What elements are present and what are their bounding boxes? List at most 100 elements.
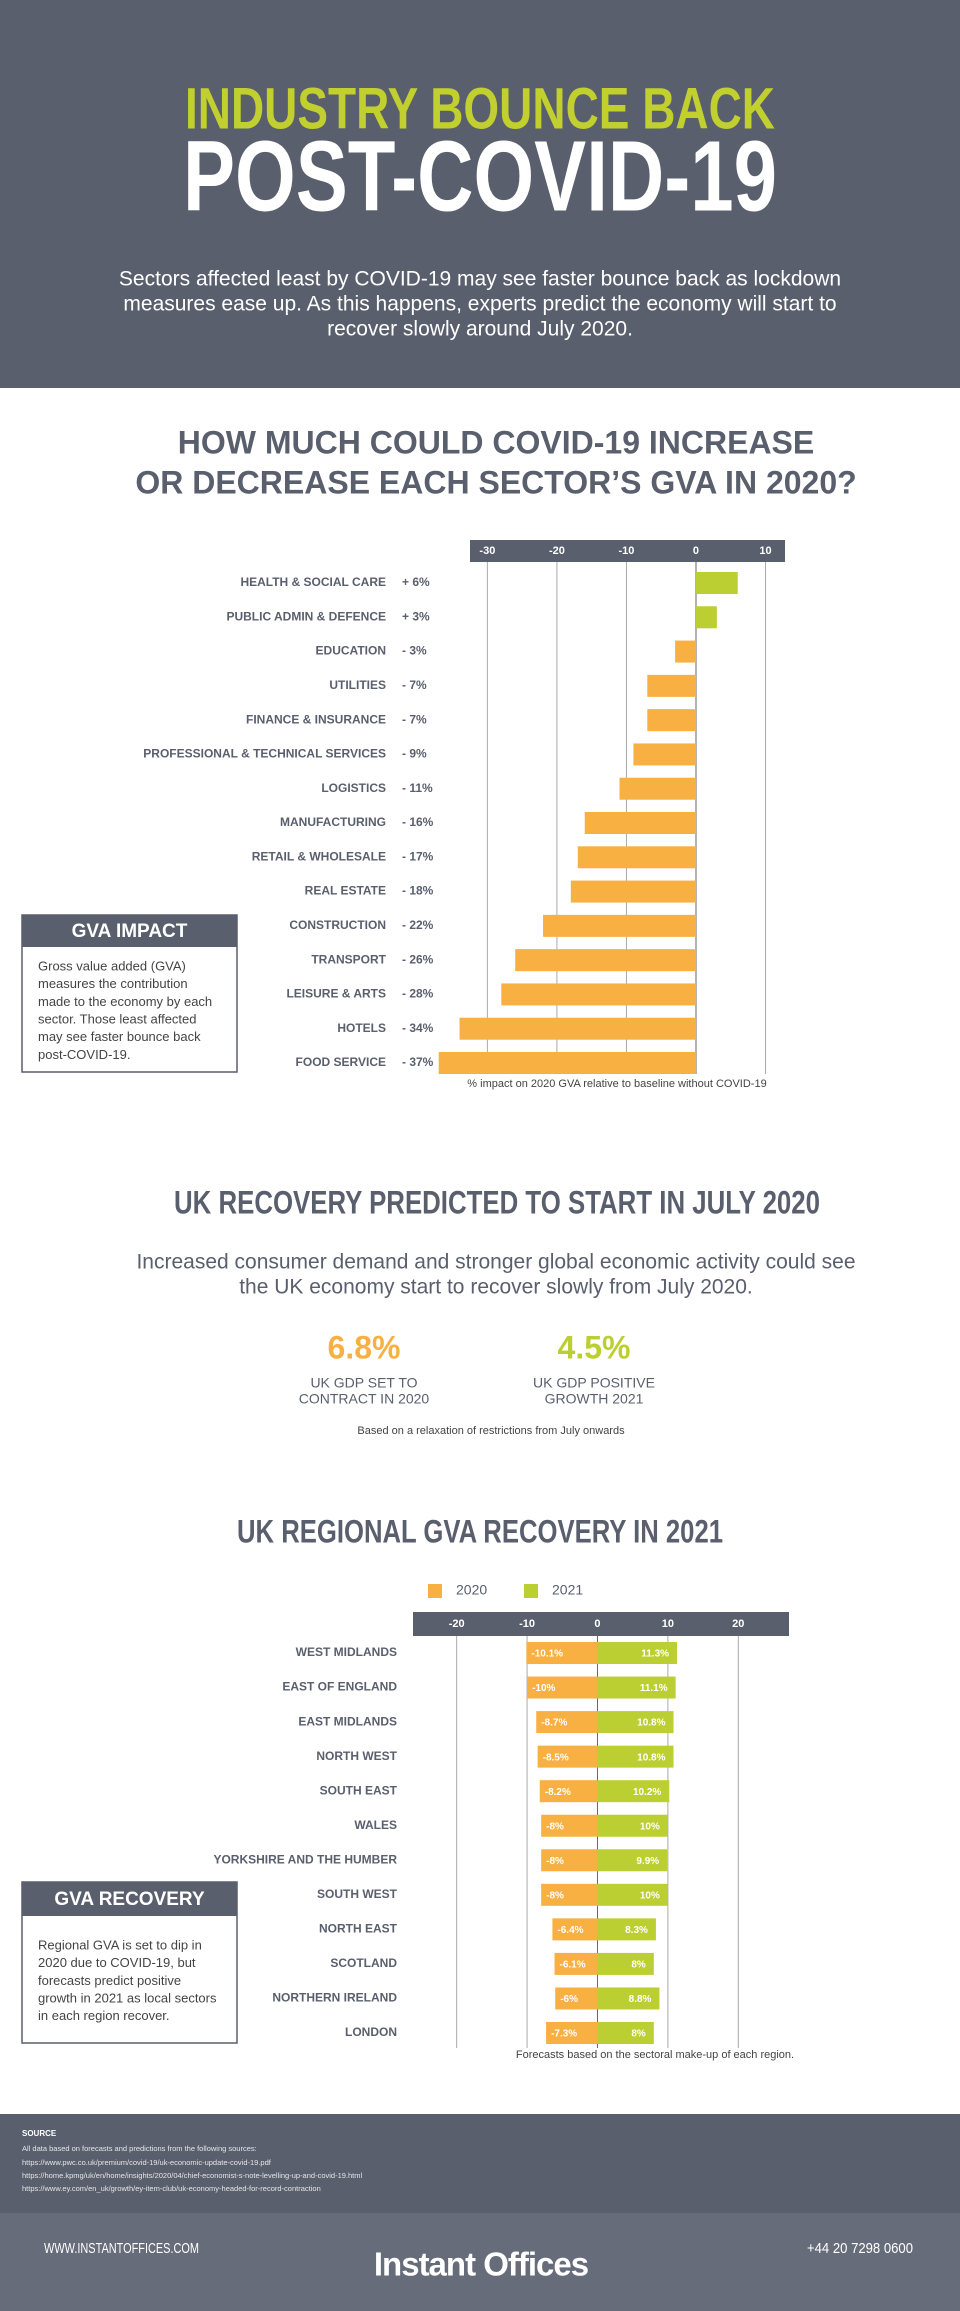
value-label: 8% [631,1960,646,1971]
footer-band [0,2213,960,2311]
category-label: LOGISTICS [321,781,386,795]
footer-website[interactable]: WWW.INSTANTOFFICES.COM [44,2240,199,2257]
category-label: LONDON [345,2025,397,2039]
category-label: SCOTLAND [330,1956,397,1970]
info-box-line: sector. Those least affected [38,1012,197,1027]
x-tick-label: -20 [549,545,565,557]
x-tick-label: 0 [693,545,699,557]
category-label: WEST MIDLANDS [296,1645,397,1659]
legend-swatch [524,1584,538,1598]
x-tick-label: -10 [619,545,635,557]
bar [597,1987,660,2010]
value-label: 11.3% [641,1649,669,1660]
value-label: -10.1% [531,1649,563,1660]
info-box-line: growth in 2021 as local sectors [38,1991,217,2006]
source-link[interactable]: https://www.pwc.co.uk/premium/covid-19/u… [22,2158,272,2167]
category-label: UTILITIES [329,678,386,692]
category-label: HOTELS [337,1021,386,1035]
category-label: NORTH WEST [316,1749,397,1763]
bar [597,1883,668,1906]
x-tick-label: -20 [449,1618,465,1630]
value-label: 8% [631,2029,646,2040]
section-title: UK REGIONAL GVA RECOVERY IN 2021 [237,1513,723,1549]
bar [552,1918,598,1941]
value-label: 10.8% [637,1752,665,1763]
value-label: 9.9% [636,1856,659,1867]
bar [695,606,717,629]
info-box-line: in each region recover. [38,2008,170,2023]
category-label: SOUTH EAST [320,1783,398,1797]
bar [539,1780,598,1803]
value-label: -8.2% [545,1787,571,1798]
bar [597,1711,674,1734]
intro-line: Sectors affected least by COVID-19 may s… [119,268,841,291]
x-axis-caption: % impact on 2020 GVA relative to baselin… [467,1078,766,1090]
source-intro: All data based on forecasts and predicti… [22,2144,257,2153]
value-label: - 22% [402,918,434,932]
bar [597,1918,656,1941]
value-label: -8% [546,1821,564,1832]
category-label: NORTH EAST [319,1922,398,1936]
bar [555,1987,598,2010]
category-label: HEALTH & SOCIAL CARE [240,575,386,589]
bar [554,1952,598,1975]
section-title: UK RECOVERY PREDICTED TO START IN JULY 2… [174,1184,820,1220]
category-label: EAST OF ENGLAND [282,1680,397,1694]
category-label: PROFESSIONAL & TECHNICAL SERVICES [143,747,386,761]
value-label: 11.1% [640,1683,668,1694]
bar [597,2022,654,2044]
axis-header [413,1612,789,1636]
source-link[interactable]: https://www.ey.com/en_uk/growth/ey-item-… [22,2184,321,2193]
category-label: PUBLIC ADMIN & DEFENCE [226,609,386,623]
section-title: HOW MUCH COULD COVID-19 INCREASE [178,424,814,460]
title-line1: INDUSTRY BOUNCE BACK [185,76,775,141]
value-label: -6.1% [560,1960,586,1971]
value-label: -10% [532,1683,555,1694]
bar [584,812,696,834]
stat-figure: 6.8% [328,1329,401,1365]
info-box-line: Gross value added (GVA) [38,958,186,973]
value-label: - 9% [402,747,427,761]
value-label: 10% [640,1821,660,1832]
category-label: SOUTH WEST [317,1887,398,1901]
category-label: EAST MIDLANDS [298,1714,397,1728]
source-band [0,2114,960,2213]
bar [647,674,696,697]
bar [543,914,696,937]
category-label: LEISURE & ARTS [286,987,386,1001]
x-tick-label: 0 [594,1618,600,1630]
bar [541,1814,598,1837]
x-axis-caption: Forecasts based on the sectoral make-up … [516,2049,794,2061]
axis-header [470,540,785,562]
category-label: FOOD SERVICE [296,1055,386,1069]
category-label: RETAIL & WHOLESALE [252,849,386,863]
footer-phone[interactable]: +44 20 7298 0600 [807,2240,913,2257]
bar [597,1849,668,1872]
bar [541,1849,598,1872]
bar [527,1676,598,1699]
bar [541,1883,598,1906]
value-label: - 7% [402,712,427,726]
value-label: -6% [560,1994,578,2005]
bar [597,1952,654,1975]
value-label: + 6% [402,575,430,589]
bar [597,1780,670,1803]
category-label: NORTHERN IRELAND [272,1991,397,2005]
source-link[interactable]: https://home.kpmg/uk/en/home/insights/20… [22,2171,363,2180]
x-tick-label: 10 [759,545,771,557]
title-line2: POST-COVID-19 [183,120,777,232]
category-label: TRANSPORT [311,952,386,966]
value-label: - 7% [402,678,427,692]
value-label: - 28% [402,987,434,1001]
stat-label: UK GDP SET TO [310,1375,417,1391]
value-label: 8.8% [629,1994,652,2005]
bar [633,743,696,766]
bar [597,1814,668,1837]
category-label: YORKSHIRE AND THE HUMBER [213,1852,397,1866]
value-label: - 18% [402,884,434,898]
value-label: 10.2% [633,1787,661,1798]
value-label: - 34% [402,1021,434,1035]
footer-brand: Instant Offices [374,2246,588,2283]
value-label: 8.3% [625,1925,648,1936]
bar [536,1711,598,1734]
